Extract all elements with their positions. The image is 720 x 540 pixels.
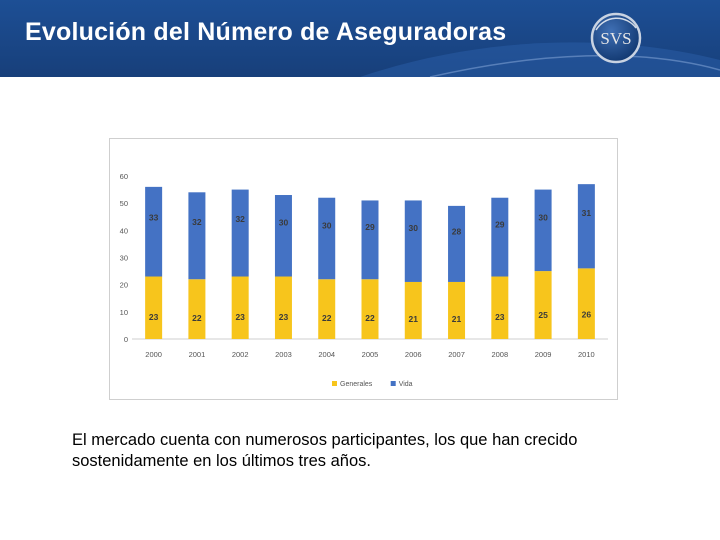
y-tick-label: 50 — [120, 199, 128, 208]
data-label-generales-2002: 23 — [235, 312, 245, 322]
data-label-vida-2000: 33 — [149, 212, 159, 222]
x-tick-label: 2008 — [491, 350, 508, 359]
bar-generales-2010 — [577, 268, 595, 339]
logo-text: SVS — [600, 29, 631, 48]
bar-generales-2002 — [231, 276, 249, 339]
x-tick-label: 2009 — [535, 350, 552, 359]
slide-header: Evolución del Número de Aseguradoras SVS — [0, 0, 720, 77]
data-label-generales-2010: 26 — [582, 309, 592, 319]
bar-vida-2004 — [318, 197, 336, 280]
stacked-bar-chart: 0 10 20 30 40 50 60 23 33 2000 22 32 2001 23 32 2002 23 3… — [120, 172, 608, 388]
x-tick-label: 2001 — [189, 350, 206, 359]
x-tick-label: 2006 — [405, 350, 422, 359]
bar-generales-2003 — [274, 276, 292, 339]
data-label-generales-2001: 22 — [192, 313, 202, 323]
bar-vida-2006 — [404, 200, 422, 282]
legend-swatch-vida — [390, 381, 396, 386]
data-label-vida-2008: 29 — [495, 220, 505, 230]
data-label-generales-2009: 25 — [538, 310, 548, 320]
y-tick-label: 20 — [120, 281, 128, 290]
x-tick-label: 2002 — [232, 350, 249, 359]
bar-vida-2007 — [448, 205, 466, 282]
data-label-generales-2004: 22 — [322, 313, 332, 323]
bar-vida-2009 — [534, 189, 552, 272]
data-label-generales-2006: 21 — [409, 314, 419, 324]
data-label-vida-2004: 30 — [322, 220, 332, 230]
x-tick-label: 2007 — [448, 350, 465, 359]
chart-frame: 0 10 20 30 40 50 60 23 33 2000 22 32 2001 23 32 2002 23 3… — [109, 138, 618, 400]
legend-swatch-generales — [332, 381, 337, 386]
y-tick-label: 10 — [120, 308, 128, 317]
x-tick-label: 2010 — [578, 350, 595, 359]
legend-label-vida: Vida — [399, 381, 413, 388]
y-tick-label: 0 — [124, 335, 128, 344]
data-label-generales-2005: 22 — [365, 313, 375, 323]
data-label-vida-2007: 28 — [452, 227, 462, 237]
y-tick-label: 40 — [120, 226, 128, 235]
x-tick-label: 2000 — [145, 350, 162, 359]
x-tick-label: 2004 — [318, 350, 335, 359]
data-label-generales-2003: 23 — [279, 312, 289, 322]
bar-generales-2009 — [534, 271, 552, 339]
data-label-vida-2009: 30 — [538, 212, 548, 222]
data-label-vida-2003: 30 — [279, 218, 289, 228]
x-tick-label: 2005 — [362, 350, 379, 359]
bar-vida-2002 — [231, 189, 249, 277]
bar-vida-2005 — [361, 200, 379, 280]
data-label-generales-2008: 23 — [495, 312, 505, 322]
legend-label-generales: Generales — [340, 381, 373, 388]
bar-vida-2010 — [577, 184, 595, 269]
bar-vida-2001 — [188, 192, 206, 280]
data-label-vida-2002: 32 — [235, 214, 245, 224]
data-label-vida-2010: 31 — [582, 208, 592, 218]
bar-vida-2003 — [274, 195, 292, 277]
bar-generales-2001 — [188, 279, 206, 339]
x-tick-label: 2003 — [275, 350, 292, 359]
data-label-vida-2006: 30 — [409, 223, 419, 233]
bar-generales-2006 — [404, 281, 422, 339]
bar-generales-2000 — [145, 276, 163, 339]
slide-caption: El mercado cuenta con numerosos particip… — [72, 431, 578, 470]
data-label-generales-2000: 23 — [149, 312, 159, 322]
y-tick-label: 60 — [120, 172, 128, 181]
bar-vida-2000 — [145, 186, 163, 277]
data-label-generales-2007: 21 — [452, 314, 462, 324]
data-label-vida-2001: 32 — [192, 217, 202, 227]
y-tick-label: 30 — [120, 254, 128, 263]
page-title: Evolución del Número de Aseguradoras — [25, 18, 507, 46]
bar-generales-2004 — [318, 279, 336, 339]
svs-logo: SVS — [590, 12, 642, 64]
bar-generales-2008 — [491, 276, 509, 339]
data-label-vida-2005: 29 — [365, 222, 375, 232]
bar-generales-2005 — [361, 279, 379, 339]
bar-generales-2007 — [448, 281, 466, 339]
bar-vida-2008 — [491, 197, 509, 277]
